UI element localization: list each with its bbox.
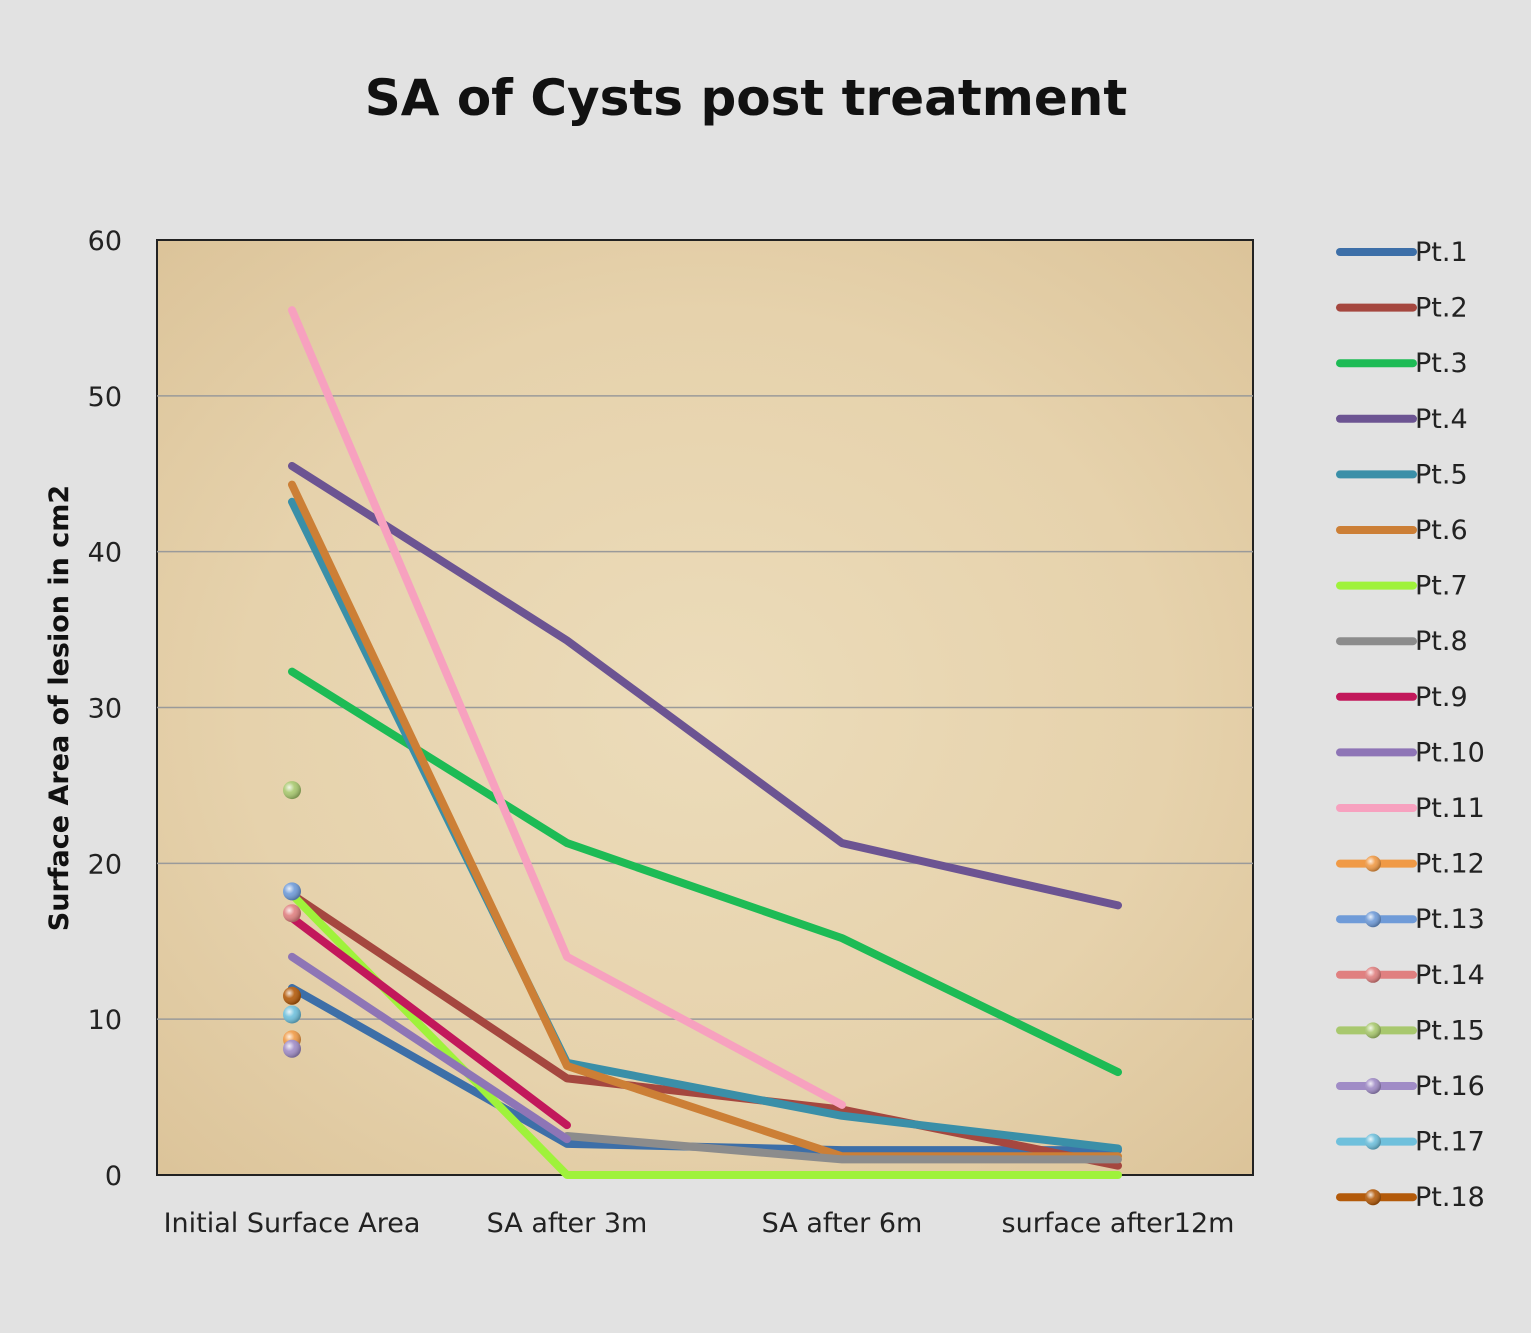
- data-point-shine: [283, 986, 301, 1005]
- data-point-shine: [283, 882, 301, 901]
- legend-label: Pt.12: [1415, 849, 1485, 880]
- legend-item: Pt.3: [1336, 348, 1468, 379]
- series-pt-16: [283, 1039, 301, 1058]
- series-line: [288, 913, 571, 1130]
- series-pt-8: [563, 1132, 1122, 1164]
- legend-item: Pt.1: [1336, 237, 1468, 268]
- legend-label: Pt.8: [1415, 626, 1468, 657]
- y-tick-label: 10: [88, 1005, 122, 1036]
- legend-label: Pt.18: [1415, 1182, 1485, 1213]
- legend-item: Pt.5: [1336, 459, 1468, 490]
- series-line: [288, 306, 846, 1109]
- y-axis-title: Surface Area of lesion in cm2: [44, 485, 75, 931]
- y-tick-label: 20: [88, 849, 122, 880]
- series-pt-7: [288, 890, 1122, 1179]
- x-axis-categories: Initial Surface Area SA after 3m SA after …: [164, 1208, 1235, 1239]
- legend-label: Pt.4: [1415, 404, 1468, 435]
- legend-marker-shine: [1365, 966, 1381, 983]
- series-pt-2: [288, 890, 1122, 1170]
- legend-label: Pt.17: [1415, 1127, 1485, 1158]
- x-category-label: surface after12m: [1002, 1208, 1235, 1239]
- y-axis-ticks: 0 10 20 30 40 50 60: [88, 226, 122, 1192]
- y-tick-label: 0: [105, 1161, 122, 1192]
- x-category-label: Initial Surface Area: [164, 1208, 421, 1239]
- series-pt-3: [288, 667, 1122, 1077]
- legend: Pt.1 Pt.2 Pt.3 Pt.4 Pt.5 Pt.6 Pt.7 Pt.8 Pt.9 Pt.1…: [1336, 237, 1485, 1213]
- y-tick-label: 40: [88, 538, 122, 569]
- legend-item: Pt.15: [1336, 1015, 1485, 1046]
- legend-item: Pt.18: [1336, 1182, 1485, 1213]
- legend-item: Pt.17: [1336, 1127, 1485, 1158]
- legend-label: Pt.13: [1415, 904, 1485, 935]
- legend-item: Pt.8: [1336, 626, 1468, 657]
- data-point-shine: [283, 781, 301, 800]
- data-point-shine: [283, 904, 301, 923]
- legend-label: Pt.3: [1415, 348, 1468, 379]
- legend-label: Pt.1: [1415, 237, 1468, 268]
- legend-item: Pt.14: [1336, 960, 1485, 991]
- y-tick-label: 50: [88, 382, 122, 413]
- legend-label: Pt.6: [1415, 515, 1468, 546]
- data-point-shine: [283, 1039, 301, 1058]
- series-line: [288, 461, 1122, 910]
- legend-label: Pt.5: [1415, 459, 1468, 490]
- legend-label: Pt.16: [1415, 1071, 1485, 1102]
- legend-label: Pt.9: [1415, 682, 1468, 713]
- legend-label: Pt.15: [1415, 1015, 1485, 1046]
- legend-marker-shine: [1365, 1189, 1381, 1206]
- legend-marker-shine: [1365, 1133, 1381, 1150]
- data-point-shine: [283, 1005, 301, 1024]
- series-line: [288, 890, 1122, 1179]
- chart-title: SA of Cysts post treatment: [365, 69, 1128, 127]
- legend-marker-shine: [1365, 1078, 1381, 1094]
- series-pt-10: [288, 952, 571, 1144]
- legend-item: Pt.4: [1336, 404, 1468, 435]
- series-line: [563, 1132, 1122, 1164]
- legend-item: Pt.2: [1336, 293, 1468, 324]
- legend-label: Pt.7: [1415, 571, 1468, 602]
- series-line: [288, 890, 1122, 1170]
- legend-item: Pt.10: [1336, 737, 1485, 768]
- legend-marker-shine: [1365, 855, 1381, 872]
- series-pt-13: [283, 882, 301, 901]
- legend-marker-shine: [1365, 1022, 1381, 1039]
- series-pt-14: [283, 904, 301, 923]
- legend-label: Pt.2: [1415, 293, 1468, 324]
- series-line: [288, 667, 1122, 1077]
- legend-item: Pt.7: [1336, 571, 1468, 602]
- x-category-label: SA after 6m: [762, 1208, 923, 1239]
- series-pt-9: [288, 913, 571, 1130]
- legend-item: Pt.13: [1336, 904, 1485, 935]
- series-line: [288, 952, 571, 1144]
- legend-label: Pt.11: [1415, 793, 1485, 824]
- legend-item: Pt.6: [1336, 515, 1468, 546]
- series-pt-15: [283, 781, 301, 800]
- y-tick-label: 60: [88, 226, 122, 257]
- series-pt-4: [288, 461, 1122, 910]
- legend-item: Pt.12: [1336, 849, 1485, 880]
- legend-label: Pt.14: [1415, 960, 1485, 991]
- y-tick-label: 30: [88, 694, 122, 725]
- legend-item: Pt.9: [1336, 682, 1468, 713]
- series-pt-18: [283, 986, 301, 1005]
- legend-label: Pt.10: [1415, 737, 1485, 768]
- series-pt-11: [288, 306, 846, 1109]
- series-layer: [283, 306, 1122, 1179]
- legend-marker-shine: [1365, 911, 1381, 928]
- series-pt-17: [283, 1005, 301, 1024]
- legend-item: Pt.11: [1336, 793, 1485, 824]
- x-category-label: SA after 3m: [487, 1208, 648, 1239]
- legend-item: Pt.16: [1336, 1071, 1485, 1102]
